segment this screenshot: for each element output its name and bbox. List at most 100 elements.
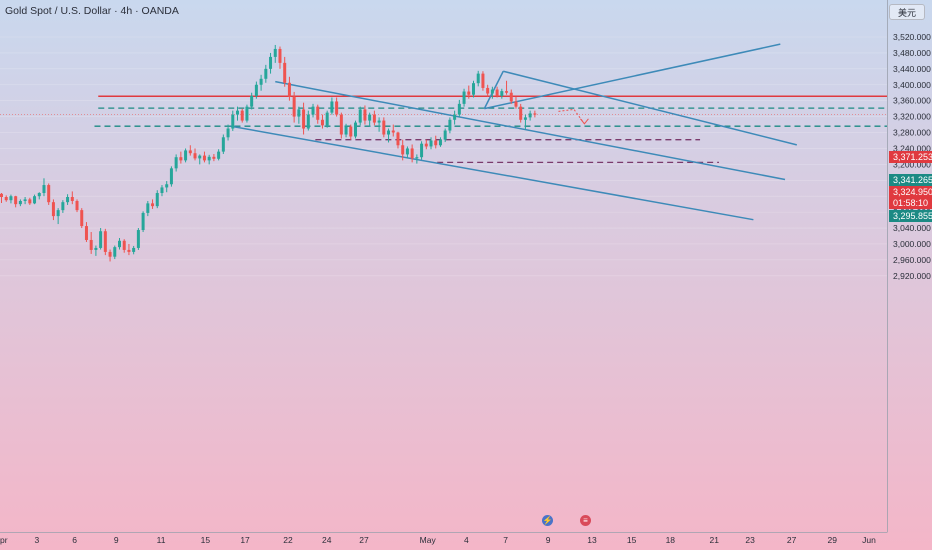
candle-body — [118, 240, 121, 248]
y-tick-label: 3,360.000 — [893, 96, 931, 106]
candle-body — [217, 151, 221, 159]
candle-body — [372, 114, 376, 123]
x-tick-label: 22 — [283, 535, 293, 545]
y-tick-label: 3,480.000 — [893, 48, 931, 58]
candle-body — [254, 84, 258, 96]
candle-body — [141, 212, 145, 231]
candle-body — [448, 119, 452, 131]
candle-body — [297, 109, 301, 117]
x-tick-label: 4 — [464, 535, 469, 545]
projection-arrowhead — [580, 118, 589, 125]
candle-body — [56, 210, 60, 217]
candle-body — [18, 200, 22, 205]
candle-body — [429, 140, 433, 147]
candle-body — [4, 196, 8, 201]
candle-body — [472, 83, 475, 95]
y-tick-label: 3,240.000 — [893, 143, 931, 153]
x-tick-label: 29 — [827, 535, 837, 545]
x-tick-label: 21 — [709, 535, 719, 545]
x-tick-label: pr — [0, 535, 8, 545]
y-tick-label: 2,920.000 — [893, 271, 931, 281]
candle-body — [99, 231, 103, 248]
projection-arrow[interactable] — [558, 108, 589, 125]
candle-body — [287, 82, 291, 97]
candle-body — [231, 114, 235, 129]
candle-body — [405, 148, 409, 155]
candle-body — [462, 91, 466, 104]
candle-body — [9, 196, 13, 201]
candle-body — [349, 126, 353, 137]
candle-body — [160, 187, 164, 194]
candle-body — [188, 150, 192, 154]
candle-body — [165, 184, 169, 188]
candle-body — [438, 139, 442, 146]
candle-body — [509, 92, 513, 102]
candle-body — [396, 132, 400, 146]
candle-body — [354, 122, 357, 137]
x-tick-label: 13 — [587, 535, 597, 545]
y-tick-label: 3,200.000 — [893, 159, 931, 169]
candle-body — [467, 91, 471, 95]
candle-body — [28, 199, 32, 204]
trendlines[interactable] — [230, 43, 798, 221]
candle-body — [391, 130, 395, 133]
candle-body — [132, 247, 136, 252]
candle-body — [302, 109, 306, 129]
y-tick-label: 3,280.000 — [893, 128, 931, 138]
candle-body — [434, 140, 438, 146]
candle-body — [0, 193, 3, 197]
x-tick-label: 15 — [201, 535, 211, 545]
currency-badge[interactable]: 美元 — [889, 4, 925, 20]
candle-body — [306, 114, 310, 129]
candle-body — [283, 62, 287, 83]
candle-body — [377, 120, 381, 123]
x-tick-label: 18 — [666, 535, 676, 545]
candle-body — [212, 156, 216, 159]
candle-body — [424, 143, 428, 147]
x-tick-label: 27 — [787, 535, 797, 545]
candle-body — [89, 239, 93, 250]
candle-body — [198, 155, 202, 159]
flash-event-icon[interactable]: ⚡ — [542, 515, 553, 526]
grid — [0, 36, 887, 277]
y-tick-label: 3,400.000 — [893, 80, 931, 90]
candle-body — [155, 193, 159, 207]
x-tick-label: 27 — [359, 535, 369, 545]
price-tag-upper-dashed: 3,341.265 — [889, 174, 932, 186]
candle-body — [240, 110, 244, 121]
candle-body — [320, 119, 324, 126]
candle-body — [169, 168, 173, 185]
x-tick-label: 17 — [240, 535, 250, 545]
candle-body — [358, 109, 362, 123]
candle-body — [94, 247, 98, 250]
us-flag-event-icon[interactable]: ≡ — [580, 515, 591, 526]
candle-body — [264, 68, 268, 79]
candle-body — [136, 230, 140, 248]
candle-body — [335, 101, 339, 115]
price-tag-resistance: 3,371.253 — [889, 151, 932, 163]
candle-body — [519, 106, 523, 120]
candle-body — [500, 91, 504, 96]
horizontal-levels[interactable] — [0, 95, 887, 164]
candle-body — [495, 89, 499, 96]
candle-body — [37, 193, 41, 197]
candle-body — [278, 48, 282, 63]
price-tag-current: 3,324.950 — [889, 186, 932, 198]
time-axis[interactable]: pr 3 6 9 11 15 17 22 24 27 May 4 7 9 13 15 18 21 23 27 29 Jun — [0, 535, 876, 545]
candle-body — [103, 231, 107, 252]
y-tick-label: 2,960.000 — [893, 255, 931, 265]
candle-body — [387, 130, 391, 135]
candle-body — [533, 113, 537, 115]
symbol-title[interactable]: Gold Spot / U.S. Dollar · 4h · OANDA — [5, 5, 179, 17]
candle-body — [221, 137, 225, 152]
y-tick-label: 3,040.000 — [893, 223, 931, 233]
candle-body — [193, 153, 197, 159]
y-tick-label: 3,320.000 — [893, 112, 931, 122]
candle-body — [457, 103, 461, 115]
candlestick-series — [0, 44, 537, 262]
x-tick-label: 3 — [35, 535, 40, 545]
candle-body — [146, 203, 150, 213]
candle-body — [330, 101, 334, 113]
